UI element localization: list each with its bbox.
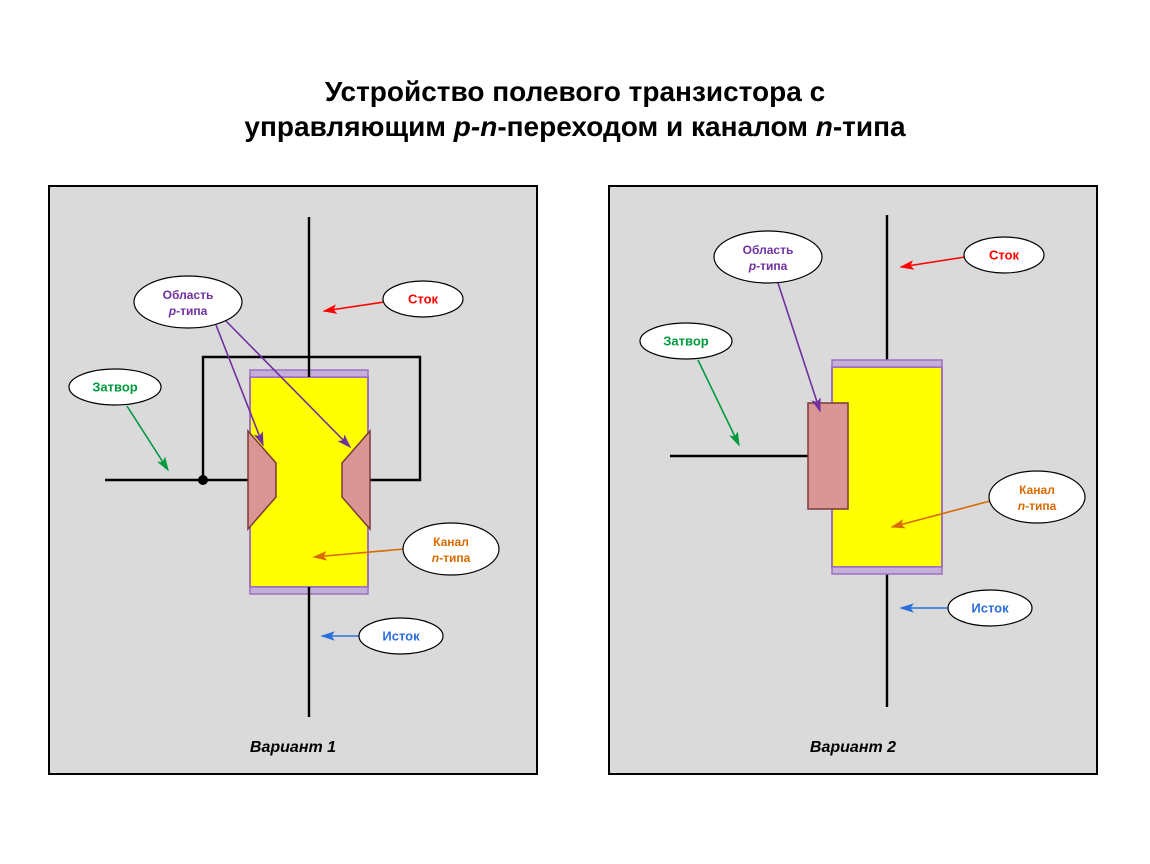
svg-text:Сток: Сток bbox=[408, 291, 439, 306]
svg-text:p-типа: p-типа bbox=[168, 304, 208, 318]
svg-text:Сток: Сток bbox=[989, 247, 1020, 262]
svg-text:Область: Область bbox=[743, 243, 794, 257]
svg-text:n-типа: n-типа bbox=[432, 551, 471, 565]
svg-text:Затвор: Затвор bbox=[92, 379, 138, 394]
title-line2-e: -типа bbox=[833, 111, 906, 142]
diagram-variant-2: Сток Исток Затвор Область p-типа Канал n-типа bbox=[610, 187, 1096, 773]
svg-text:Канал: Канал bbox=[1019, 483, 1055, 497]
svg-text:n-типа: n-типа bbox=[1018, 499, 1057, 513]
title-line2-b: p-n bbox=[454, 111, 498, 142]
diagram-variant-1: Сток Исток Затвор Область p-типа Канал n-типа bbox=[50, 187, 536, 773]
title-line2-d: n bbox=[816, 111, 833, 142]
svg-text:Исток: Исток bbox=[971, 600, 1009, 615]
title-line2-a: управляющим bbox=[244, 111, 453, 142]
page-title: Устройство полевого транзистора с управл… bbox=[0, 74, 1150, 144]
svg-text:Канал: Канал bbox=[433, 535, 469, 549]
title-line1: Устройство полевого транзистора с bbox=[325, 76, 825, 107]
caption-variant-2: Вариант 2 bbox=[610, 739, 1096, 757]
svg-text:p-типа: p-типа bbox=[748, 259, 788, 273]
svg-text:Исток: Исток bbox=[382, 628, 420, 643]
svg-text:Область: Область bbox=[163, 288, 214, 302]
svg-text:Затвор: Затвор bbox=[663, 333, 709, 348]
caption-variant-1: Вариант 1 bbox=[50, 739, 536, 757]
panel-variant-1: СтокИстокЗатворОбластьp-типаКаналn-типа … bbox=[48, 185, 538, 775]
panel-variant-2: СтокИстокЗатворОбластьp-типаКаналn-типа … bbox=[608, 185, 1098, 775]
title-line2-c: -переходом и каналом bbox=[497, 111, 815, 142]
